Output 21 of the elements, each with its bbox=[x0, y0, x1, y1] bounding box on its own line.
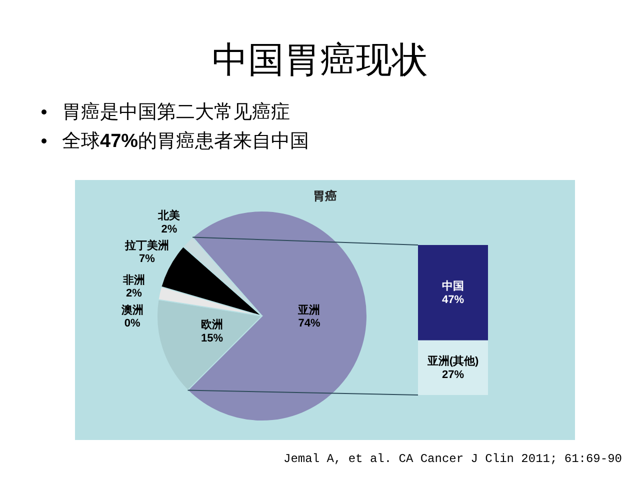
data-label: 7% bbox=[139, 252, 156, 265]
text: 中国胃癌现状 bbox=[212, 39, 428, 80]
text: Jemal A, et al. CA Cancer J Clin 2011; 61:69-90 bbox=[284, 452, 622, 466]
chart-title: 胃癌 bbox=[313, 189, 337, 203]
series-label: 中国 bbox=[442, 280, 464, 293]
data-label: 15% bbox=[201, 332, 224, 344]
text: 0% bbox=[124, 318, 140, 330]
text: 全球47%的胃癌患者来自中国 bbox=[62, 130, 310, 152]
slice-label: 拉丁美洲 bbox=[124, 238, 169, 252]
data-label: 2% bbox=[126, 288, 142, 300]
category-label: 澳洲 bbox=[121, 304, 144, 316]
slice-label: 亚洲 bbox=[297, 303, 320, 316]
data-label: 74% bbox=[298, 318, 320, 330]
slice-label: 北美 bbox=[157, 209, 180, 222]
slice-label: 非洲 bbox=[122, 273, 145, 286]
data-label: 2% bbox=[161, 223, 178, 236]
data-label: 27% bbox=[442, 368, 464, 381]
series-label: 亚洲(其他) bbox=[426, 354, 479, 368]
data-label: 47% bbox=[442, 294, 464, 306]
text: 胃癌是中国第二大常见癌症 bbox=[62, 101, 290, 123]
slice-label: 欧洲 bbox=[201, 318, 224, 332]
